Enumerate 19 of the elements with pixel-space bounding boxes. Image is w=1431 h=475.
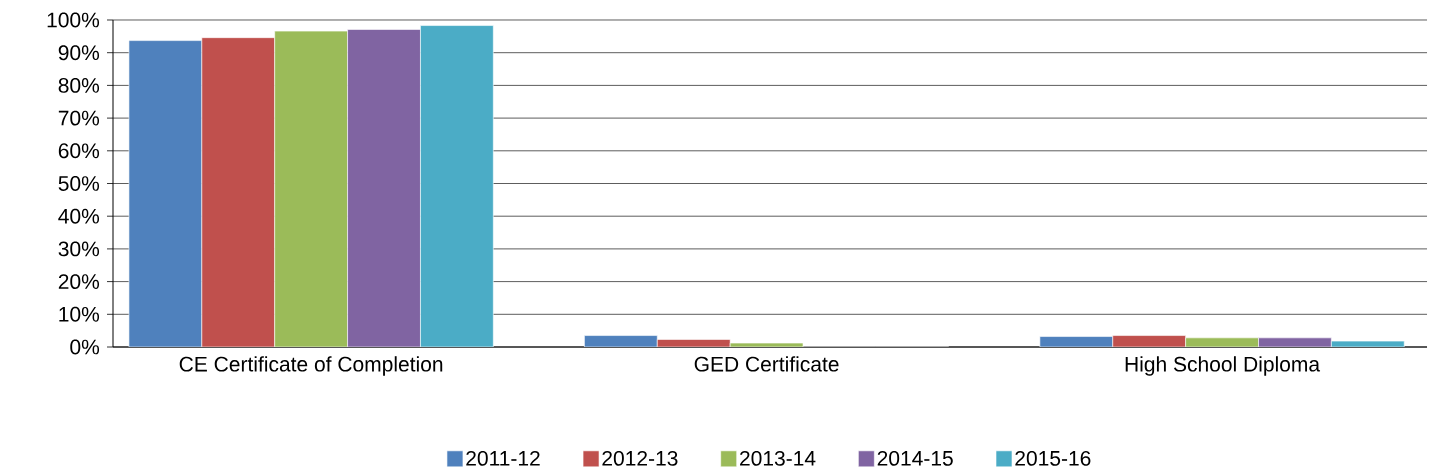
y-tick-label: 30% xyxy=(58,241,100,257)
y-tick-label: 90% xyxy=(58,45,100,61)
legend-label: 2011-12 xyxy=(466,450,540,466)
y-tick-label: 0% xyxy=(70,339,100,355)
y-tick-label: 100% xyxy=(47,12,100,28)
y-tick-label: 80% xyxy=(58,77,100,93)
y-tick-label: 60% xyxy=(58,143,100,159)
legend-label: 2012-13 xyxy=(602,450,678,466)
x-tick-label: GED Certificate xyxy=(694,356,839,372)
y-tick-label: 70% xyxy=(58,110,100,126)
y-tick-label: 40% xyxy=(58,208,100,224)
y-tick-label: 20% xyxy=(58,274,100,290)
legend-label: 2014-15 xyxy=(877,450,953,466)
legend-label: 2015-16 xyxy=(1015,450,1091,466)
x-tick-label: CE Certificate of Completion xyxy=(179,356,443,376)
legend-label: 2013-14 xyxy=(740,450,816,466)
x-tick-label: High School Diploma xyxy=(1125,356,1321,376)
y-tick-label: 10% xyxy=(59,306,100,322)
y-tick-label: 50% xyxy=(58,176,100,191)
